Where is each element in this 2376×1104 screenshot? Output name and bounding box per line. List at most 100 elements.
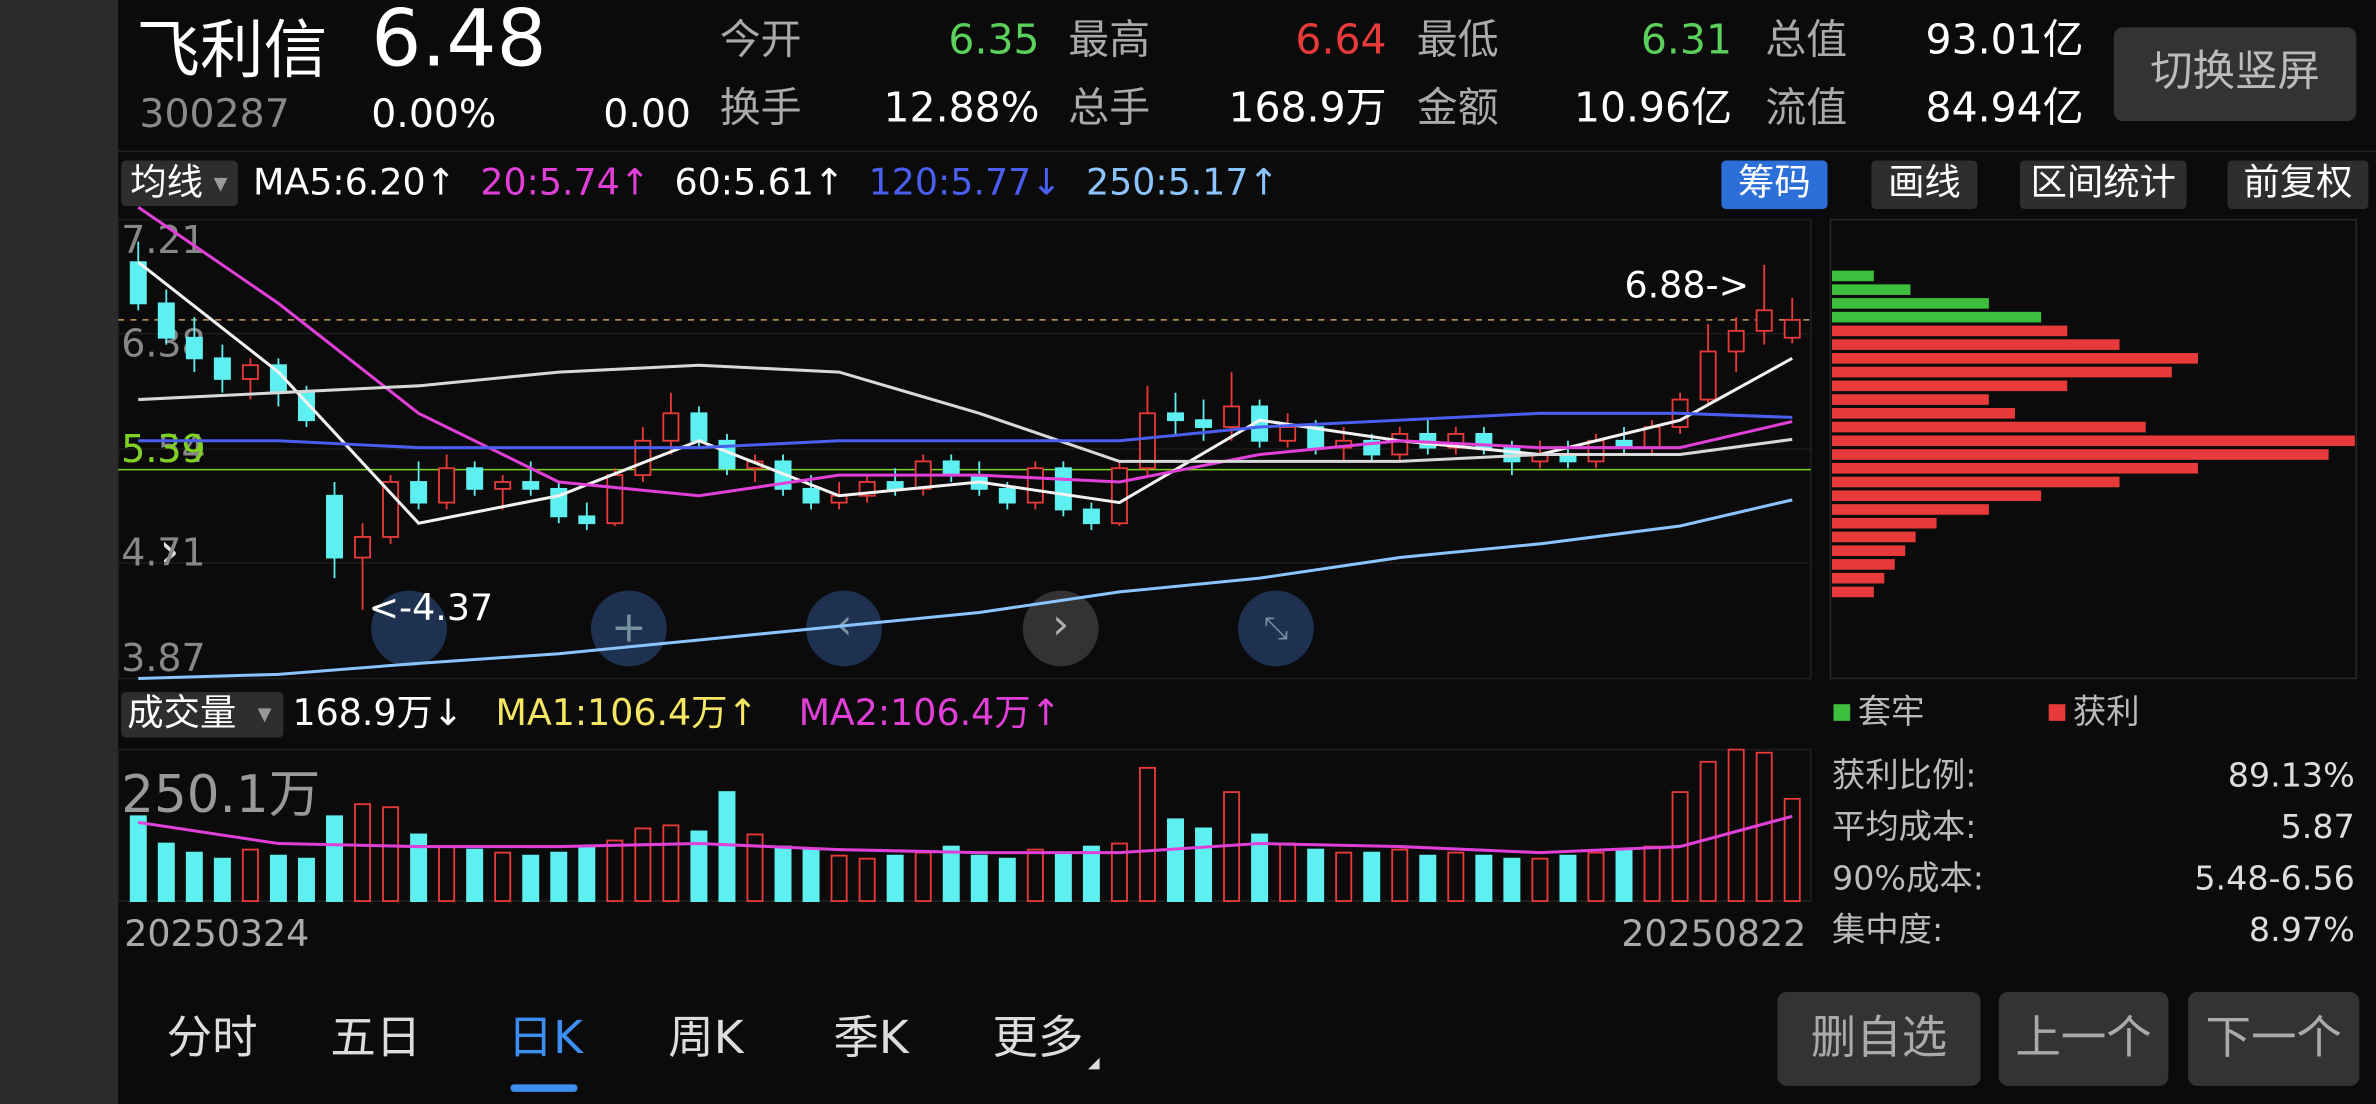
chip-stat-value: 5.48-6.56 xyxy=(2194,858,2354,897)
annotation: 6.88-> xyxy=(1625,264,1750,307)
volume-bar xyxy=(606,839,624,902)
candle-body xyxy=(129,261,147,305)
chip-stat-label: 集中度: xyxy=(1832,910,1943,949)
volume-bar xyxy=(1503,857,1521,902)
chip-bar xyxy=(1832,490,2042,502)
ma-selector-label: 均线 xyxy=(130,161,203,204)
volume-bar xyxy=(1335,851,1353,902)
volume-selector[interactable] xyxy=(121,692,284,738)
action-button[interactable] xyxy=(2188,991,2360,1086)
volume-bar xyxy=(634,827,652,902)
chip-bar xyxy=(1832,462,2198,474)
y-tick-label: 5.54 xyxy=(121,427,205,471)
candle-body xyxy=(438,467,456,504)
legend-label: 获利 xyxy=(2073,692,2140,731)
candle-body xyxy=(578,515,596,525)
stat-label: 最高 xyxy=(1068,15,1150,63)
tool-label: 筹码 xyxy=(1738,161,1811,204)
volume-selector-label: 成交量 xyxy=(127,691,236,734)
volume-bar xyxy=(1643,845,1661,902)
volume-bar xyxy=(185,851,203,902)
action-button[interactable] xyxy=(1777,991,1981,1086)
legend-label: 120:5.77↓ xyxy=(869,161,1062,204)
volume-bar xyxy=(1279,842,1297,902)
prev[interactable] xyxy=(806,590,882,667)
volume-bar xyxy=(1195,827,1213,902)
tool-button[interactable] xyxy=(1721,160,1828,209)
volume-bar xyxy=(129,815,147,902)
legend-label: 250:5.17↑ xyxy=(1086,161,1279,204)
volume-bar xyxy=(662,824,680,902)
volume-bar xyxy=(1727,748,1745,902)
candle-body xyxy=(1110,467,1128,525)
stat-value: 12.88% xyxy=(884,84,1040,132)
candle-body xyxy=(213,357,231,380)
side-strip xyxy=(0,0,119,1104)
candle-body xyxy=(634,439,652,477)
shrink[interactable] xyxy=(1238,590,1314,667)
switch-button[interactable] xyxy=(2113,27,2357,122)
legend-label: MA2:106.4万↑ xyxy=(799,691,1062,734)
candle-body xyxy=(1167,412,1184,422)
chip-bar xyxy=(1832,586,1874,598)
tab[interactable]: 季K xyxy=(833,1011,909,1064)
tab[interactable]: 周K xyxy=(668,1011,744,1064)
legend-label: MA5:6.20↑ xyxy=(253,161,456,204)
ma-selector[interactable] xyxy=(121,160,238,206)
tab[interactable]: 更多 xyxy=(993,1011,1084,1064)
left-arrow-icon[interactable]: › xyxy=(159,521,180,581)
volume-bar xyxy=(241,848,259,902)
nav-button[interactable] xyxy=(371,590,448,667)
chip-bar xyxy=(1832,366,2172,378)
action-button[interactable] xyxy=(1998,991,2169,1086)
candle-body xyxy=(326,494,343,559)
chip-stat-value: 5.87 xyxy=(2281,807,2355,846)
legend-label: 20:5.74↑ xyxy=(480,161,650,204)
candle-body xyxy=(1279,426,1297,442)
volume-bar xyxy=(466,848,484,902)
volume-bar xyxy=(1419,854,1437,902)
volume-bar xyxy=(1391,848,1409,902)
tab[interactable]: 日K xyxy=(508,1011,584,1064)
tool-button[interactable] xyxy=(2227,160,2369,209)
ma-line xyxy=(137,205,1793,498)
tool-button[interactable] xyxy=(2019,160,2187,209)
chip-bar xyxy=(1832,559,1895,570)
chip-bar xyxy=(1832,284,1911,295)
candle-body xyxy=(886,481,904,490)
change-pct: 0.00% xyxy=(371,91,496,137)
volume-bar xyxy=(718,791,736,902)
volume-bar xyxy=(1138,766,1156,902)
next[interactable] xyxy=(1022,590,1099,667)
tool-label: 画线 xyxy=(1888,161,1961,204)
stat-value: 84.94亿 xyxy=(1926,84,2084,132)
stat-value: 10.96亿 xyxy=(1574,84,1732,132)
volume-bar xyxy=(1559,854,1577,902)
ma-line xyxy=(138,498,1793,680)
stat-label: 换手 xyxy=(720,84,802,132)
volume-bar xyxy=(690,830,708,902)
ma-line xyxy=(138,363,1793,463)
chip-stat-value: 89.13% xyxy=(2228,755,2355,794)
legend-swatch xyxy=(1833,704,1851,721)
tab[interactable]: 分时 xyxy=(167,1011,258,1064)
stat-value: 6.35 xyxy=(948,15,1039,63)
tab[interactable]: 五日 xyxy=(330,1011,421,1064)
candle-body xyxy=(1783,318,1801,339)
candle-body xyxy=(185,336,203,360)
volume-bar xyxy=(942,845,960,902)
dropdown-arrow: ▼ xyxy=(258,704,272,725)
candle-body xyxy=(802,487,820,504)
volume-current: 168.9万↓ xyxy=(292,691,463,734)
volume-bar xyxy=(578,845,596,902)
more-triangle: ◢ xyxy=(1088,1054,1100,1072)
stat-value: 93.01亿 xyxy=(1926,15,2084,63)
candle-body xyxy=(382,481,400,538)
volume-bar xyxy=(970,854,988,902)
tool-button[interactable] xyxy=(1871,160,1978,209)
volume-bar xyxy=(914,851,932,902)
chip-bar xyxy=(1832,325,2068,337)
